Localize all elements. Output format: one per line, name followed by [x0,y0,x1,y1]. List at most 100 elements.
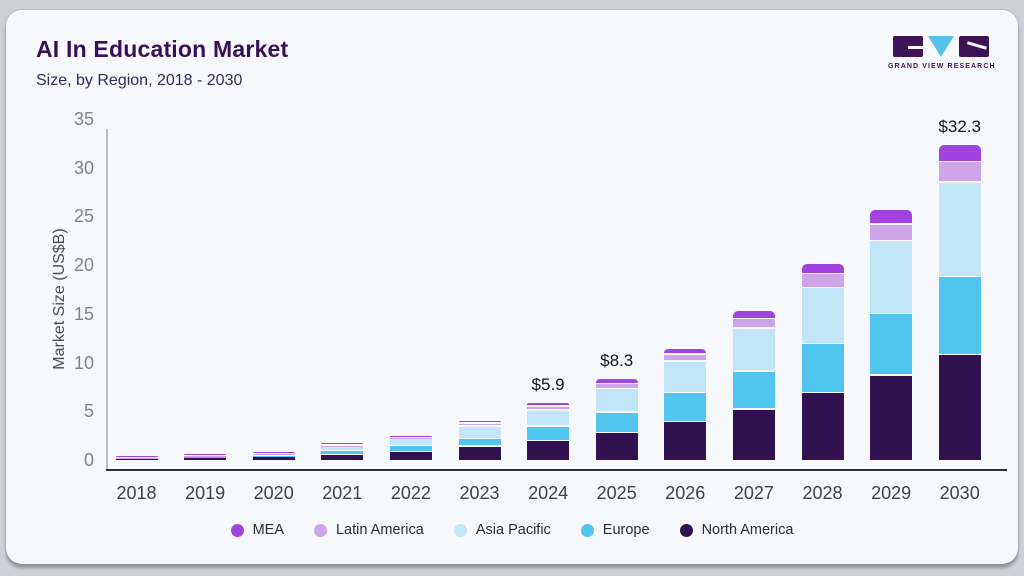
bar-2022-mea[interactable] [389,435,432,437]
bar-2021-north-america[interactable] [321,455,364,460]
bar-2026-latin-america[interactable] [664,354,707,361]
gvr-logo-text: GRAND VIEW RESEARCH [888,63,996,70]
bar-2029-latin-america[interactable] [870,224,913,240]
bar-2019-latin-america[interactable] [184,455,227,457]
bar-2022-europe[interactable] [389,446,432,451]
bar-2020-north-america[interactable] [252,457,295,460]
y-tick-label: 15 [73,303,94,324]
bar-2020-europe[interactable] [252,455,295,457]
bar-2019-mea[interactable] [184,454,227,455]
x-tick-label-2020: 2020 [253,483,294,503]
bar-2030-asia-pacific[interactable] [938,182,981,276]
bar-2018-north-america[interactable] [115,458,158,460]
gvr-logo-mark [888,36,994,57]
y-tick-label: 10 [73,352,94,373]
x-tick-label-2030: 2030 [939,483,980,503]
bar-2020-latin-america[interactable] [252,453,295,455]
legend-label-asia-pacific: Asia Pacific [475,522,551,538]
logo-r-block-icon [959,36,989,57]
bar-2027-north-america[interactable] [732,409,775,460]
chart-legend: MEA Latin America Asia Pacific Europe North … [6,522,1018,538]
bar-total-label-2025: $8.3 [600,351,634,371]
legend-item-mea[interactable]: MEA [230,522,284,538]
bar-2023-latin-america[interactable] [458,423,501,426]
bar-2024-north-america[interactable] [527,440,570,460]
gvr-logo: GRAND VIEW RESEARCH [888,36,996,70]
x-tick-label-2021: 2021 [322,483,363,503]
bar-2018-latin-america[interactable] [115,457,158,459]
bar-2030-latin-america[interactable] [938,162,981,182]
bar-2021-asia-pacific[interactable] [321,446,364,450]
bar-2024-latin-america[interactable] [527,406,570,410]
bar-2028-mea[interactable] [801,264,844,273]
bar-2019-north-america[interactable] [184,457,227,460]
bar-2025-europe[interactable] [595,412,638,432]
y-tick-label: 20 [73,255,94,276]
x-tick-label-2028: 2028 [802,483,843,503]
bar-2025-north-america[interactable] [595,433,638,460]
legend-item-europe[interactable]: Europe [580,522,650,538]
legend-item-north-america[interactable]: North America [679,522,793,538]
bar-2028-latin-america[interactable] [801,274,844,287]
legend-label-mea: MEA [252,522,284,538]
bar-2024-asia-pacific[interactable] [527,410,570,426]
legend-item-latin-america[interactable]: Latin America [313,522,424,538]
bar-2026-mea[interactable] [664,348,707,354]
bar-2024-europe[interactable] [527,426,570,440]
bar-2026-europe[interactable] [664,393,707,422]
logo-g-block-icon [893,36,923,57]
bar-2023-north-america[interactable] [458,446,501,460]
bar-2021-mea[interactable] [321,443,364,445]
legend-item-asia-pacific[interactable]: Asia Pacific [453,522,551,538]
x-tick-label-2027: 2027 [733,483,774,503]
bar-2018-mea[interactable] [115,456,158,457]
bar-2025-asia-pacific[interactable] [595,389,638,412]
bar-2026-north-america[interactable] [664,422,707,460]
bar-2030-north-america[interactable] [938,355,981,460]
bar-2023-mea[interactable] [458,421,501,423]
bar-2025-mea[interactable] [595,379,638,383]
bar-2029-asia-pacific[interactable] [870,241,913,313]
bar-2027-europe[interactable] [732,371,775,409]
legend-label-latin-america: Latin America [335,522,424,538]
y-axis-line [106,129,108,470]
bar-2028-asia-pacific[interactable] [801,287,844,344]
bar-2030-europe[interactable] [938,277,981,354]
legend-dot-europe [580,523,594,537]
bar-2022-asia-pacific[interactable] [389,438,432,445]
bar-2019-europe[interactable] [184,457,227,458]
bar-2024-mea[interactable] [527,402,570,406]
bar-2029-mea[interactable] [870,209,913,224]
bar-2029-europe[interactable] [870,314,913,375]
bar-2027-latin-america[interactable] [732,319,775,328]
bar-2021-europe[interactable] [321,451,364,454]
x-tick-label-2025: 2025 [596,483,637,503]
bar-2023-asia-pacific[interactable] [458,426,501,438]
x-tick-label-2022: 2022 [390,483,431,503]
bar-2021-latin-america[interactable] [321,445,364,447]
chart-card: AI In Education Market Size, by Region, … [6,10,1018,564]
bar-2022-north-america[interactable] [389,452,432,460]
bar-2022-latin-america[interactable] [389,437,432,439]
bar-2027-mea[interactable] [732,310,775,318]
page-subtitle: Size, by Region, 2018 - 2030 [36,72,243,89]
x-tick-label-2024: 2024 [528,483,569,503]
bar-total-label-2024: $5.9 [531,374,565,394]
x-tick-label-2029: 2029 [871,483,912,503]
x-tick-label-2026: 2026 [665,483,706,503]
bar-2026-asia-pacific[interactable] [664,361,707,392]
bar-2029-north-america[interactable] [870,375,913,460]
bar-2027-asia-pacific[interactable] [732,328,775,371]
bar-2023-europe[interactable] [458,438,501,446]
bar-2030-mea[interactable] [938,145,981,161]
bar-2020-mea[interactable] [252,452,295,453]
plot-area: 0 5 10 15 20 25 30 35 2018 2019 2020 2021 2022 2023 20… [6,10,1018,564]
bar-2025-latin-america[interactable] [595,383,638,388]
bar-2028-europe[interactable] [801,344,844,392]
legend-label-europe: Europe [602,522,650,538]
bar-2028-north-america[interactable] [801,393,844,460]
x-tick-label-2023: 2023 [459,483,500,503]
y-tick-label: 35 [73,109,94,129]
y-tick-label: 30 [73,157,94,178]
x-tick-label-2019: 2019 [185,483,226,503]
